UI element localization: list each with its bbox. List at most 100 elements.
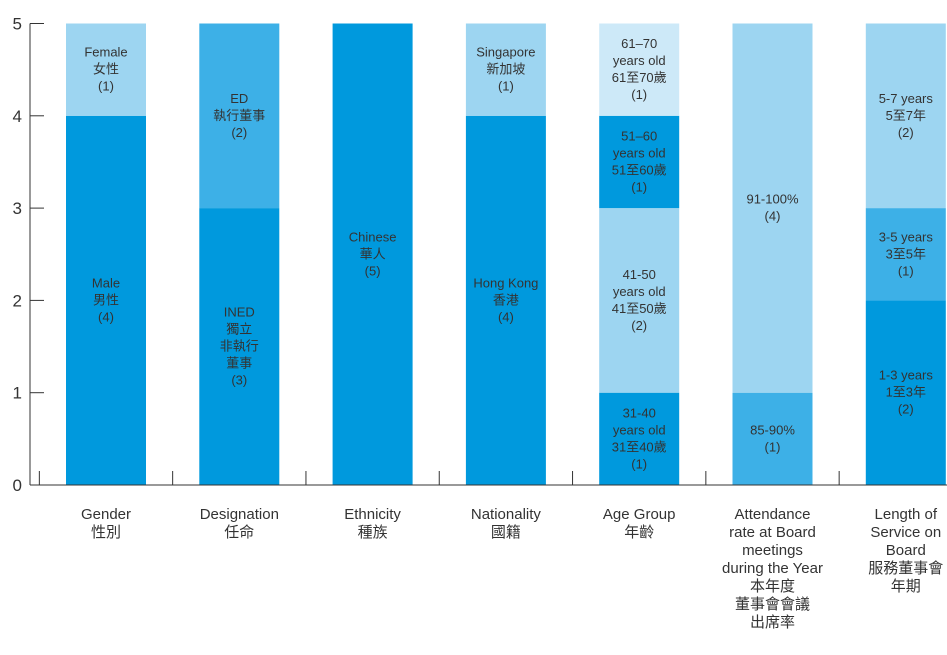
data-label-line: (1) [898, 263, 914, 278]
data-label-line: 執行董事 [213, 108, 265, 123]
data-label-line: Male [92, 275, 120, 290]
data-label-line: 1-3 years [879, 368, 934, 383]
y-tick-label: 1 [13, 384, 22, 403]
category-label-line: Age Group [603, 506, 676, 523]
bar-segment [66, 23, 146, 116]
data-label-line: (1) [631, 87, 647, 102]
bar-segment [732, 23, 813, 393]
data-label-line: (2) [898, 125, 914, 140]
data-label-line: 61至70歲 [612, 70, 667, 85]
data-label-line: (1) [765, 439, 781, 454]
data-label: Male 男性 (4) [92, 275, 120, 324]
category-label-line: Gender [81, 506, 131, 523]
data-label-line: 3-5 years [879, 229, 934, 244]
data-label-line: years old [613, 284, 666, 299]
bar-segment [865, 23, 946, 209]
bars-layer [66, 23, 946, 486]
data-label-line: (5) [365, 263, 381, 278]
category-label: Attendance rate at Board meetings during th… [722, 506, 823, 631]
category-label-line: Board [886, 542, 926, 559]
data-label-line: Chinese [349, 229, 397, 244]
category-label: Ethnicity 種族 [344, 506, 401, 541]
category-label: Gender 性別 [81, 506, 131, 541]
category-label-line: 董事會會議 [735, 595, 810, 613]
data-label-line: 華人 [360, 246, 386, 261]
y-tick-label: 0 [13, 476, 22, 495]
data-label-line: (4) [765, 209, 781, 224]
y-tick-label: 5 [13, 15, 22, 34]
bar-segment [66, 115, 146, 486]
category-label: Length of Service on Board 服務董事會年期 [868, 506, 943, 595]
data-label-line: (1) [631, 179, 647, 194]
bar-segment [865, 300, 946, 485]
data-label: 61–70 years old 61至70歲 (1) [612, 36, 667, 102]
data-label-line: 5至7年 [886, 108, 926, 123]
bar-segment [599, 115, 680, 209]
data-label-line: (3) [231, 373, 247, 388]
data-label-line: years old [613, 53, 666, 68]
data-label-line: (2) [898, 402, 914, 417]
bar-segment [465, 115, 546, 486]
data-label-line: 非執行 [220, 339, 259, 354]
category-label-line: rate at Board [729, 524, 816, 541]
data-label-line: 31-40 [623, 405, 656, 420]
data-label: 1-3 years 1至3年 (2) [879, 368, 934, 417]
bar-segment [599, 208, 680, 393]
data-label-line: 51–60 [621, 128, 657, 143]
category-label-line: 年期 [891, 578, 921, 595]
category-label-line: 年齡 [624, 524, 654, 541]
bar-segment [599, 392, 680, 485]
data-label-line: 女性 [93, 62, 119, 77]
data-label-line: INED [224, 305, 255, 320]
data-label-line: (2) [231, 125, 247, 140]
data-label-line: 91-100% [746, 192, 798, 207]
y-tick-label: 3 [13, 199, 22, 218]
data-label-line: years old [613, 422, 666, 437]
bar-segment [732, 392, 813, 485]
data-label-line: 61–70 [621, 36, 657, 51]
data-label-line: 香港 [493, 292, 519, 307]
data-label-line: Female [84, 45, 127, 60]
data-label: 41-50 years old 41至50歲 (2) [612, 267, 667, 333]
data-label-line: 男性 [93, 292, 119, 307]
data-label: 5-7 years 5至7年 (2) [879, 91, 934, 140]
category-label-line: 性別 [91, 524, 121, 541]
data-label-line: (1) [98, 79, 114, 94]
data-label-line: ED [230, 91, 248, 106]
data-label-line: years old [613, 145, 666, 160]
data-label-line: Singapore [476, 45, 535, 60]
category-label-line: Length of [875, 506, 938, 523]
data-label: 51–60 years old 51至60歲 (1) [612, 128, 667, 194]
data-label-line: 1至3年 [886, 385, 926, 400]
data-label-line: (1) [498, 79, 514, 94]
category-label-line: 國籍 [491, 524, 521, 541]
category-label-line: 出席率 [750, 614, 795, 631]
data-label: Female 女性 (1) [84, 45, 127, 94]
category-label-line: during the Year [722, 560, 823, 577]
data-label-line: 3至5年 [886, 246, 926, 261]
data-label-line: 董事 [226, 356, 252, 371]
y-tick-label: 4 [13, 107, 22, 126]
bar-segment [199, 208, 280, 485]
category-label-line: Designation [200, 506, 279, 523]
data-label-line: 85-90% [750, 422, 795, 437]
category-label-line: Service on [870, 524, 941, 541]
data-label-line: 5-7 years [879, 91, 934, 106]
labels-layer: Male 男性 (4) Female 女性 (1) Gender 性別 INED 獨立非執行董事 (… [81, 36, 943, 631]
data-label: 31-40 years old 31至40歲 (1) [612, 405, 667, 471]
category-label-line: Nationality [471, 506, 542, 523]
category-label-line: Ethnicity [344, 506, 401, 523]
category-label-line: 種族 [358, 524, 388, 541]
bar-segment [599, 23, 680, 116]
data-label-line: 新加坡 [486, 62, 525, 77]
data-label-line: 獨立 [226, 322, 252, 337]
bar-segment [465, 23, 546, 116]
bar-segment [199, 23, 280, 209]
data-label: ED 執行董事 (2) [213, 91, 265, 140]
data-label-line: 41-50 [623, 267, 656, 282]
category-label-line: meetings [742, 542, 803, 559]
data-label: 85-90% (1) [750, 422, 795, 454]
data-label-line: 51至60歲 [612, 162, 667, 177]
data-label-line: (2) [631, 318, 647, 333]
